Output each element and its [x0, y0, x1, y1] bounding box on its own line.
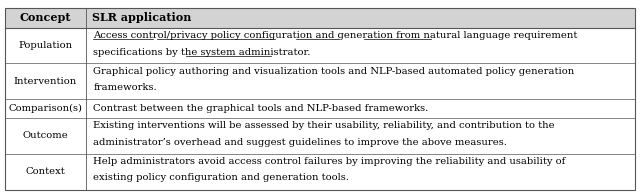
Text: Context: Context	[26, 167, 65, 176]
Bar	[5, 8, 635, 28]
Text: Access control/privacy policy configuration and generation from natural language: Access control/privacy policy configurat…	[93, 31, 578, 40]
Text: Concept: Concept	[20, 12, 71, 23]
Text: Existing interventions will be assessed by their usability, reliability, and con: Existing interventions will be assessed …	[93, 121, 555, 130]
Text: Graphical policy authoring and visualization tools and NLP-based automated polic: Graphical policy authoring and visualiza…	[93, 67, 575, 76]
Text: Population: Population	[19, 41, 72, 50]
Text: existing policy configuration and generation tools.: existing policy configuration and genera…	[93, 173, 349, 182]
Text: frameworks.: frameworks.	[93, 83, 157, 92]
Text: administrator’s overhead and suggest guidelines to improve the above measures.: administrator’s overhead and suggest gui…	[93, 138, 508, 147]
Text: Outcome: Outcome	[22, 131, 68, 140]
Text: Contrast between the graphical tools and NLP-based frameworks.: Contrast between the graphical tools and…	[93, 104, 429, 113]
Text: Comparison(s): Comparison(s)	[8, 104, 83, 113]
Text: Intervention: Intervention	[14, 77, 77, 86]
Text: SLR application: SLR application	[92, 12, 191, 23]
Text: Help administrators avoid access control failures by improving the reliability a: Help administrators avoid access control…	[93, 157, 566, 166]
Text: specifications by the system administrator.: specifications by the system administrat…	[93, 47, 311, 56]
